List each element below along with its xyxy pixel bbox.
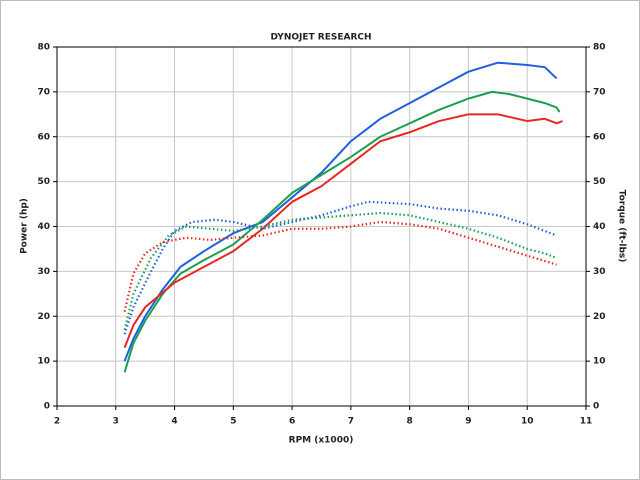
y-axis-label: Power (hp) <box>20 198 30 254</box>
x-axis-label: RPM (x1000) <box>289 436 354 446</box>
y-tick-label: 60 <box>37 132 50 142</box>
y2-axis-label: Torque (ft-lbs) <box>617 190 627 263</box>
chart-title: DYNOJET RESEARCH <box>270 33 371 43</box>
x-tick-label: 2 <box>54 417 60 427</box>
power-line <box>123 61 558 362</box>
x-tick-label: 11 <box>580 417 593 427</box>
y2-tick-label: 30 <box>593 267 606 277</box>
x-tick-label: 6 <box>289 417 295 427</box>
y-tick-label: 70 <box>37 87 50 97</box>
y-tick-label: 10 <box>37 357 50 367</box>
torque-line <box>123 211 558 330</box>
torque-line <box>123 200 558 335</box>
plot-border <box>56 46 587 407</box>
y2-tick-label: 70 <box>593 87 606 97</box>
y2-tick-label: 50 <box>593 177 606 187</box>
x-tick-label: 8 <box>407 417 413 427</box>
x-tick-label: 9 <box>465 417 471 427</box>
x-tick-label: 5 <box>230 417 236 427</box>
x-tick-label: 7 <box>348 417 354 427</box>
y2-tick-label: 10 <box>593 357 606 367</box>
torque-line <box>123 220 557 313</box>
y2-tick-label: 80 <box>593 43 606 53</box>
x-tick-label: 4 <box>171 417 177 427</box>
y-tick-label: 40 <box>37 222 50 232</box>
y2-tick-label: 20 <box>593 312 606 322</box>
x-tick-label: 3 <box>113 417 119 427</box>
y-tick-label: 80 <box>37 43 50 53</box>
y2-tick-label: 60 <box>593 132 606 142</box>
x-tick-label: 10 <box>521 417 534 427</box>
y2-tick-label: 0 <box>593 402 599 412</box>
power-line <box>123 113 563 349</box>
y-tick-label: 20 <box>37 312 50 322</box>
y-tick-label: 30 <box>37 267 50 277</box>
y2-tick-label: 40 <box>593 222 606 232</box>
y-tick-label: 0 <box>44 402 50 412</box>
y-tick-label: 50 <box>37 177 50 187</box>
